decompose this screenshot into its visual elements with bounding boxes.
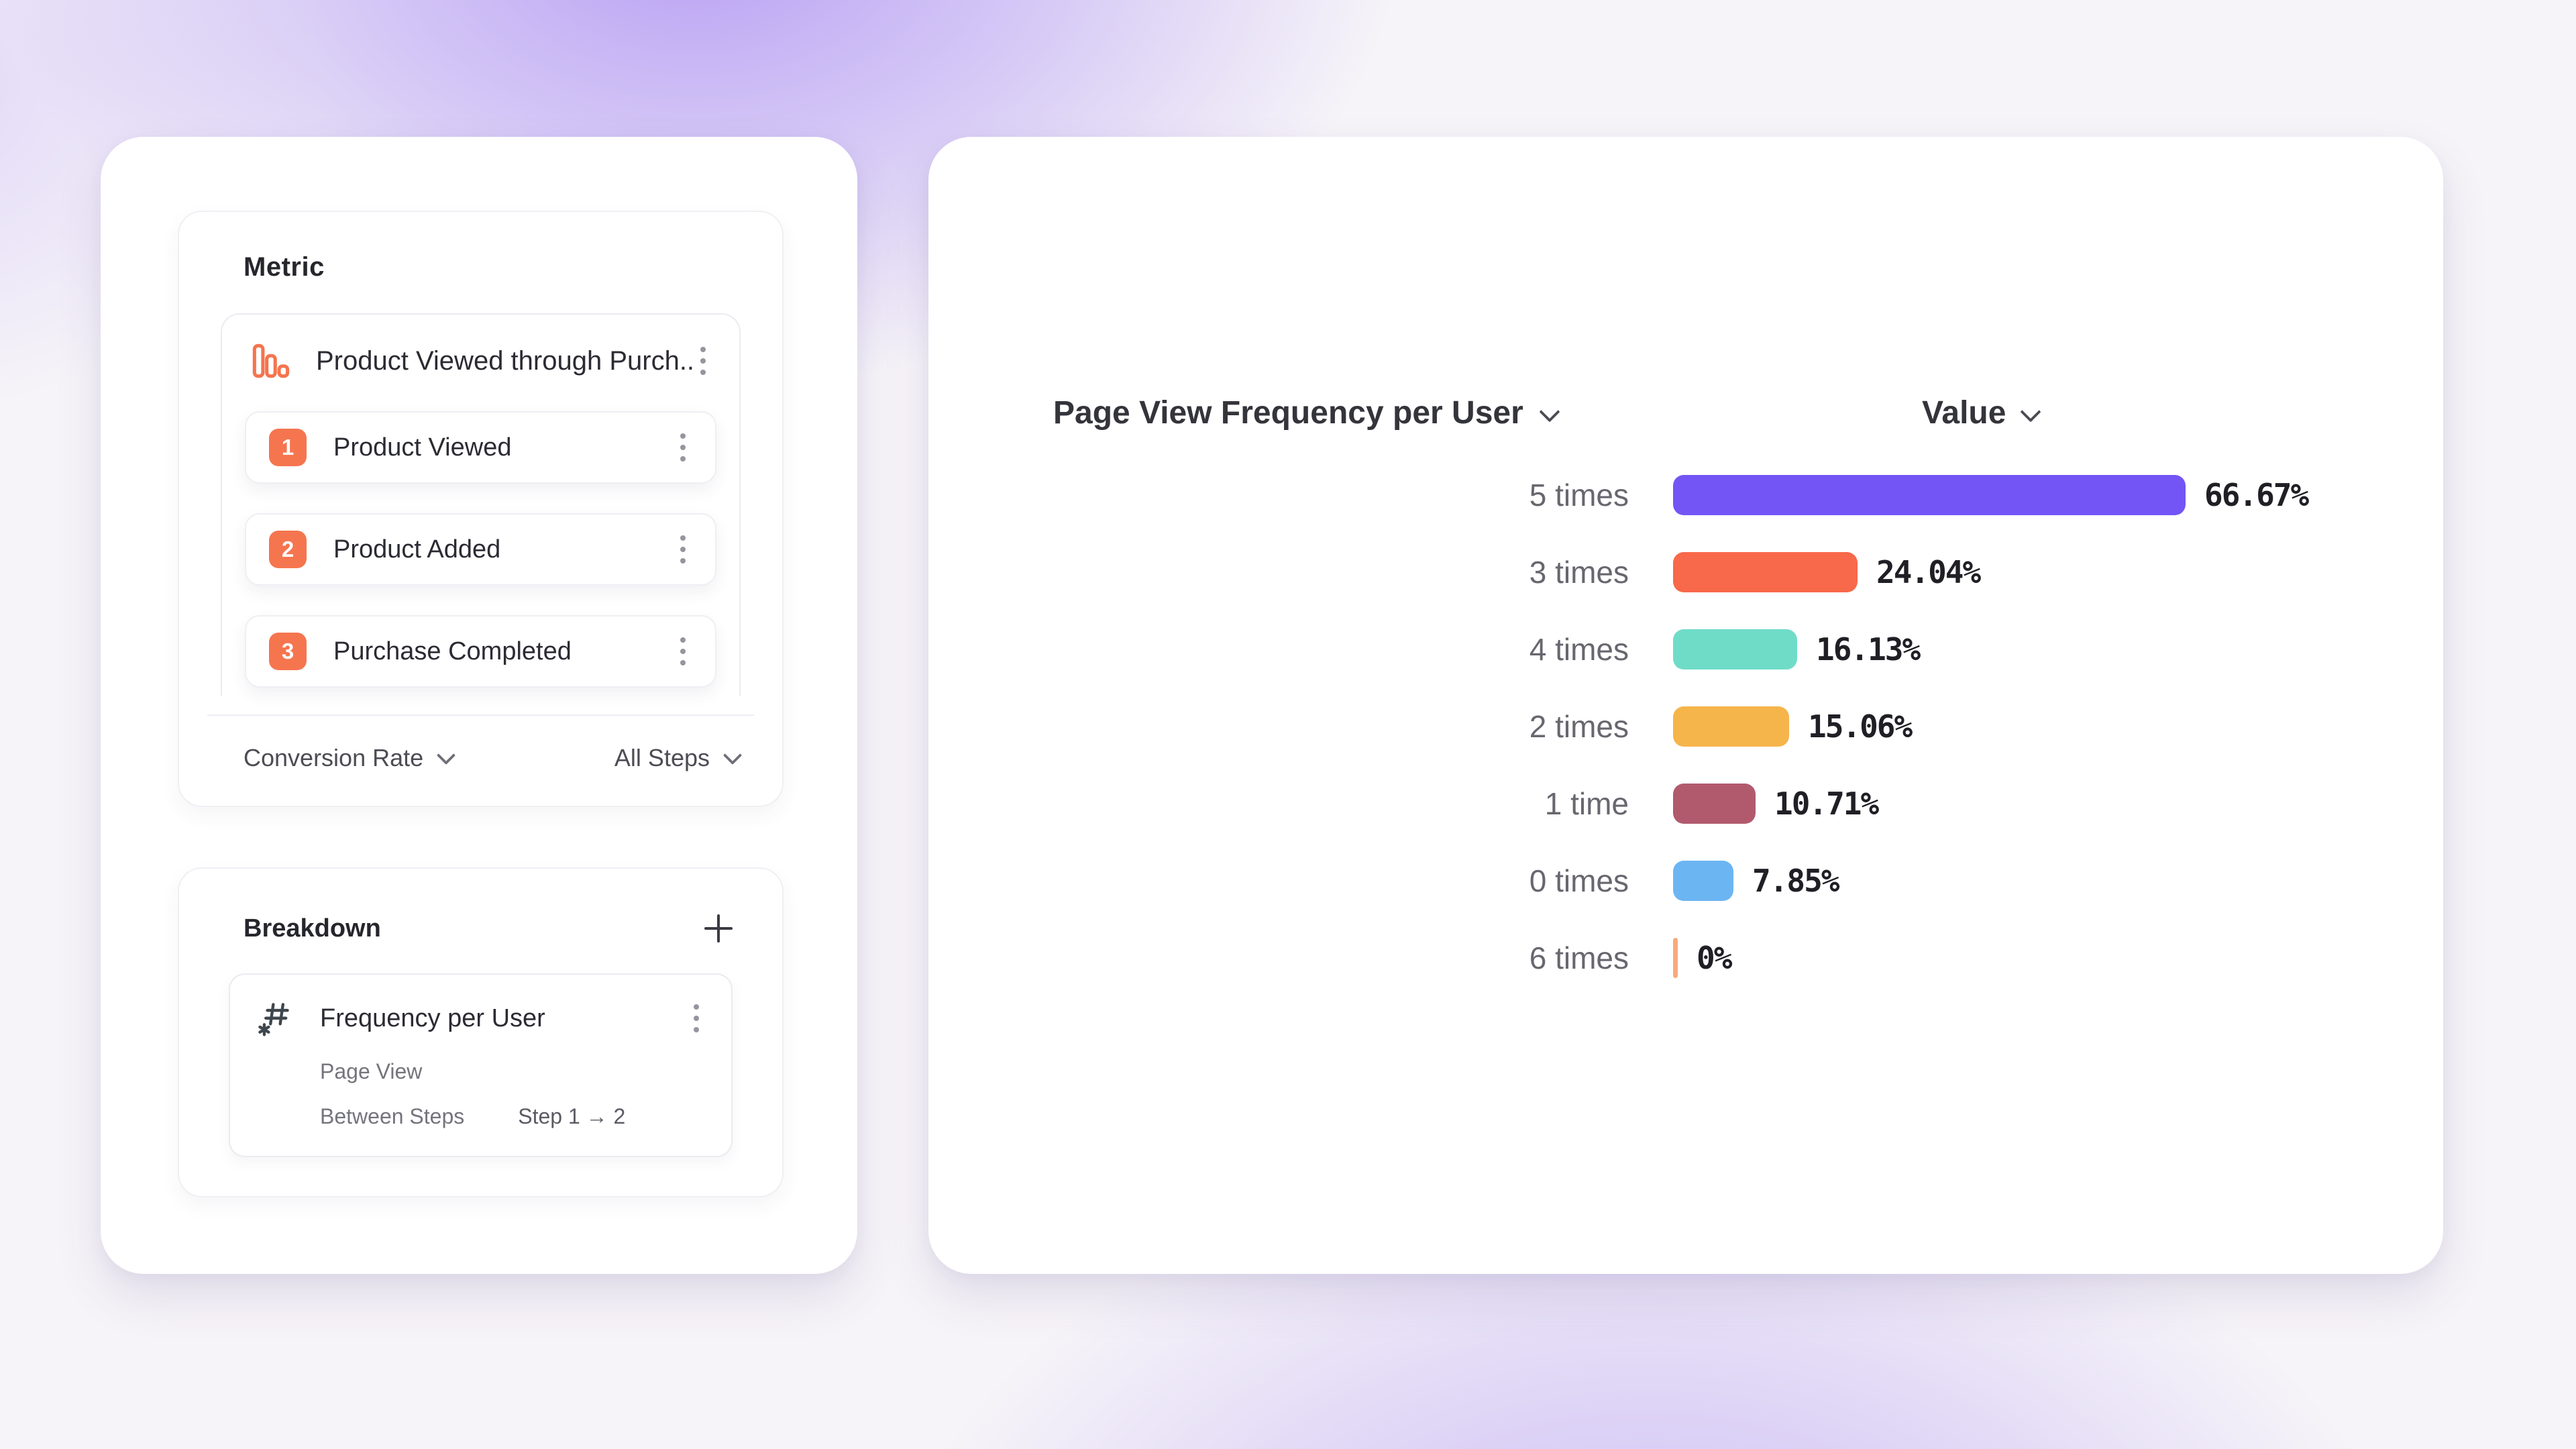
bar[interactable] [1673,706,1789,747]
metric-panel-title: Metric [244,252,325,282]
breakdown-event-label: Page View [320,1059,423,1083]
breakdown-kebab-menu-icon[interactable] [687,998,706,1039]
chart-row: 1 time 10.71% [928,765,2443,842]
category-label: 4 times [1529,631,1629,667]
category-label: 1 time [1544,786,1629,821]
value-label: 66.67% [2204,476,2309,513]
bar[interactable] [1673,783,1756,824]
breakdown-panel: Breakdown Frequency per User [178,867,784,1197]
bar-area: 0% [1673,937,1732,978]
chevron-down-icon [722,745,743,765]
value-header-label: Value [1922,395,2006,431]
measurement-dropdown-label: Conversion Rate [244,744,424,771]
category-label: 2 times [1529,708,1629,744]
chart-row: 3 times 24.04% [928,533,2443,610]
chart-row: 0 times 7.85% [928,842,2443,919]
series-header-label: Page View Frequency per User [1053,395,1523,431]
series-header-dropdown[interactable]: Page View Frequency per User [1053,394,1560,431]
metric-panel: Metric Product Viewed through Purch... 1… [178,211,784,807]
breakdown-item-card[interactable]: Frequency per User Page View Between Ste… [229,973,733,1157]
add-breakdown-button[interactable] [703,913,734,944]
breakdown-item-header: Frequency per User [256,998,706,1039]
bar-area: 66.67% [1673,474,2309,515]
funnel-title: Product Viewed through Purch... [316,345,694,376]
bar-area: 16.13% [1673,629,1921,669]
funnel-header-row[interactable]: Product Viewed through Purch... [245,340,716,382]
step-number-badge: 1 [269,429,307,466]
chart-header-row: Page View Frequency per User Value [928,394,2443,437]
chevron-down-icon [1539,400,1560,423]
chart-row: 4 times 16.13% [928,610,2443,688]
funnel-step[interactable]: 3 Purchase Completed [245,615,716,688]
metric-footer: Conversion Rate All Steps [244,744,743,772]
breakdown-item-title: Frequency per User [320,1004,545,1032]
category-label: 0 times [1529,863,1629,898]
metric-footer-divider [207,714,754,716]
value-label: 15.06% [1808,708,1913,745]
step-label: Product Viewed [333,433,512,462]
category-label: 3 times [1529,554,1629,590]
chart-row: 5 times 66.67% [928,456,2443,533]
value-label: 24.04% [1876,553,1981,590]
value-header-dropdown[interactable]: Value [1922,394,2041,431]
funnel-step[interactable]: 2 Product Added [245,513,716,586]
step-number-badge: 3 [269,633,307,670]
chevron-down-icon [436,745,456,765]
steps-range-value: Step 1 → 2 [518,1104,626,1128]
steps-scope-dropdown[interactable]: All Steps [614,744,743,772]
bar-area: 7.85% [1673,860,1839,901]
funnel-step[interactable]: 1 Product Viewed [245,411,716,484]
bar-area: 24.04% [1673,551,1981,592]
breakdown-panel-title: Breakdown [244,914,381,943]
bar-area: 10.71% [1673,783,1879,824]
chart-card: Page View Frequency per User Value 5 tim… [928,137,2443,1274]
category-label: 6 times [1529,940,1629,975]
measurement-dropdown[interactable]: Conversion Rate [244,744,456,772]
bar-area: 15.06% [1673,706,1913,747]
chart-rows: 5 times 66.67% 3 times 24.04% 4 times 16.13% 2… [928,456,2443,996]
step-kebab-menu-icon[interactable] [674,529,692,570]
breakdown-steps-row: Between Steps Step 1 → 2 [320,1104,706,1129]
value-label: 10.71% [1774,785,1879,822]
bar[interactable] [1673,860,1733,901]
chart-row: 2 times 15.06% [928,688,2443,765]
value-label: 7.85% [1752,862,1839,899]
step-number-badge: 2 [269,531,307,568]
query-builder-card: Metric Product Viewed through Purch... 1… [101,137,857,1274]
steps-scope-dropdown-label: All Steps [614,744,710,771]
numeric-property-icon [258,1003,289,1036]
bar-chart-icon [252,343,290,378]
chevron-down-icon [2020,400,2041,423]
step-label: Product Added [333,535,501,564]
value-label: 16.13% [1816,631,1921,667]
step-kebab-menu-icon[interactable] [674,631,692,672]
step-label: Purchase Completed [333,637,572,665]
bar[interactable] [1673,629,1797,669]
funnel-container: Product Viewed through Purch... 1 Product… [221,313,741,696]
bar[interactable] [1673,551,1858,592]
bar[interactable] [1673,474,2186,515]
category-label: 5 times [1529,477,1629,513]
chart-row: 6 times 0% [928,919,2443,996]
funnel-kebab-menu-icon[interactable] [694,340,712,382]
breakdown-header: Breakdown [244,913,734,944]
step-kebab-menu-icon[interactable] [674,427,692,468]
value-label: 0% [1697,939,1732,976]
funnel-steps: 1 Product Viewed 2 Product Added 3 Purchase C… [245,411,716,688]
between-steps-label: Between Steps [320,1104,465,1128]
bar[interactable] [1673,937,1678,978]
